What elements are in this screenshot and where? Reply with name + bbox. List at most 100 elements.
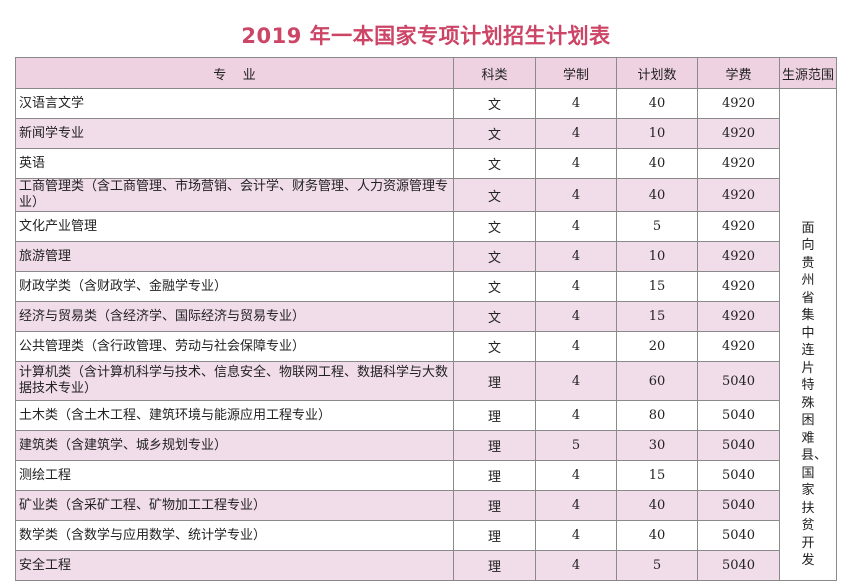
cell-tuition: 5040 (697, 520, 780, 551)
cell-category: 文 (453, 178, 536, 212)
cell-category: 文 (453, 301, 536, 332)
cell-duration: 4 (535, 361, 617, 401)
cell-duration: 4 (535, 178, 617, 212)
cell-plan: 40 (616, 88, 698, 119)
cell-category: 理 (453, 430, 536, 461)
table-row: 汉语言文学文 4 40 4920 面向贵州省集中连片特殊困难县、国家扶贫开发 (15, 88, 837, 581)
cell-duration: 4 (535, 118, 617, 149)
cell-plan: 60 (616, 361, 698, 401)
cell-major: 英语 (15, 148, 454, 179)
cell-category: 文 (453, 211, 536, 242)
cell-duration: 4 (535, 301, 617, 332)
cell-duration: 5 (535, 430, 617, 461)
cell-tuition: 5040 (697, 490, 780, 521)
table-row: 建筑类（含建筑学、城乡规划专业）理 5 30 5040 (15, 430, 837, 461)
table-row: 公共管理类（含行政管理、劳动与社会保障专业）文 4 20 4920 (15, 331, 837, 362)
cell-major: 汉语言文学 (15, 88, 454, 119)
cell-category: 文 (453, 88, 536, 119)
table-row: 计算机类（含计算机科学与技术、信息安全、物联网工程、数据科学与大数据技术专业）理… (15, 361, 837, 401)
cell-tuition: 4920 (697, 331, 780, 362)
table-row: 英语文 4 40 4920 (15, 148, 837, 179)
cell-tuition: 4920 (697, 301, 780, 332)
cell-category: 文 (453, 271, 536, 302)
table-header-row: 专 业 科类 学制 计划数 学费 生源范围 (15, 57, 837, 89)
cell-category: 理 (453, 460, 536, 491)
cell-plan: 15 (616, 301, 698, 332)
cell-category: 理 (453, 550, 536, 581)
cell-duration: 4 (535, 271, 617, 302)
cell-major: 测绘工程 (15, 460, 454, 491)
cell-duration: 4 (535, 490, 617, 521)
cell-category: 理 (453, 490, 536, 521)
table-row: 工商管理类（含工商管理、市场营销、会计学、财务管理、人力资源管理专业）文 4 40 4… (15, 178, 837, 212)
cell-plan: 20 (616, 331, 698, 362)
cell-tuition: 4920 (697, 148, 780, 179)
cell-region: 面向贵州省集中连片特殊困难县、国家扶贫开发 (779, 88, 837, 581)
cell-plan: 40 (616, 490, 698, 521)
table-row: 矿业类（含采矿工程、矿物加工工程专业）理 4 40 5040 (15, 490, 837, 521)
cell-major: 公共管理类（含行政管理、劳动与社会保障专业） (15, 331, 454, 362)
cell-duration: 4 (535, 400, 617, 431)
cell-duration: 4 (535, 520, 617, 551)
cell-major: 经济与贸易类（含经济学、国际经济与贸易专业） (15, 301, 454, 332)
cell-tuition: 5040 (697, 550, 780, 581)
cell-major: 土木类（含土木工程、建筑环境与能源应用工程专业） (15, 400, 454, 431)
table-row: 旅游管理文 4 10 4920 (15, 241, 837, 272)
cell-category: 文 (453, 118, 536, 149)
cell-major: 矿业类（含采矿工程、矿物加工工程专业） (15, 490, 454, 521)
cell-category: 文 (453, 241, 536, 272)
table-row: 测绘工程理 4 15 5040 (15, 460, 837, 491)
cell-major: 工商管理类（含工商管理、市场营销、会计学、财务管理、人力资源管理专业） (15, 178, 454, 212)
cell-duration: 4 (535, 331, 617, 362)
cell-tuition: 5040 (697, 400, 780, 431)
cell-plan: 15 (616, 460, 698, 491)
cell-plan: 5 (616, 211, 698, 242)
cell-tuition: 4920 (697, 118, 780, 149)
cell-major: 计算机类（含计算机科学与技术、信息安全、物联网工程、数据科学与大数据技术专业） (15, 361, 454, 401)
cell-category: 文 (453, 148, 536, 179)
table-row: 安全工程理 4 5 5040 (15, 550, 837, 581)
cell-major: 建筑类（含建筑学、城乡规划专业） (15, 430, 454, 461)
header-region: 生源范围 (779, 57, 837, 89)
cell-duration: 4 (535, 550, 617, 581)
cell-major: 旅游管理 (15, 241, 454, 272)
page-title: 2019 年一本国家专项计划招生计划表 (241, 24, 611, 48)
cell-tuition: 4920 (697, 88, 780, 119)
cell-duration: 4 (535, 88, 617, 119)
table-row: 财政学类（含财政学、金融学专业）文 4 15 4920 (15, 271, 837, 302)
header-tuition: 学费 (697, 57, 780, 89)
cell-duration: 4 (535, 211, 617, 242)
table-row: 新闻学专业文 4 10 4920 (15, 118, 837, 149)
header-major: 专 业 (15, 57, 454, 89)
cell-plan: 80 (616, 400, 698, 431)
cell-plan: 40 (616, 178, 698, 212)
cell-tuition: 5040 (697, 460, 780, 491)
cell-plan: 15 (616, 271, 698, 302)
table-row: 土木类（含土木工程、建筑环境与能源应用工程专业）理 4 80 5040 (15, 400, 837, 431)
cell-major: 财政学类（含财政学、金融学专业） (15, 271, 454, 302)
cell-major: 新闻学专业 (15, 118, 454, 149)
cell-tuition: 4920 (697, 178, 780, 212)
cell-tuition: 4920 (697, 211, 780, 242)
cell-duration: 4 (535, 241, 617, 272)
header-category: 科类 (453, 57, 536, 89)
cell-tuition: 5040 (697, 361, 780, 401)
cell-tuition: 4920 (697, 241, 780, 272)
cell-duration: 4 (535, 460, 617, 491)
cell-category: 理 (453, 361, 536, 401)
cell-major: 数学类（含数学与应用数学、统计学专业） (15, 520, 454, 551)
cell-category: 理 (453, 400, 536, 431)
cell-plan: 40 (616, 520, 698, 551)
cell-major: 安全工程 (15, 550, 454, 581)
cell-duration: 4 (535, 148, 617, 179)
table-row: 数学类（含数学与应用数学、统计学专业）理 4 40 5040 (15, 520, 837, 551)
cell-tuition: 4920 (697, 271, 780, 302)
cell-plan: 30 (616, 430, 698, 461)
region-text: 面向贵州省集中连片特殊困难县、国家扶贫开发 (801, 220, 828, 569)
cell-category: 理 (453, 520, 536, 551)
header-plan: 计划数 (616, 57, 698, 89)
cell-plan: 40 (616, 148, 698, 179)
cell-major: 文化产业管理 (15, 211, 454, 242)
enrollment-table: 专 业 科类 学制 计划数 学费 生源范围 汉语言文学文 4 40 4920 面向贵州省… (15, 57, 837, 581)
table-row: 经济与贸易类（含经济学、国际经济与贸易专业）文 4 15 4920 (15, 301, 837, 332)
